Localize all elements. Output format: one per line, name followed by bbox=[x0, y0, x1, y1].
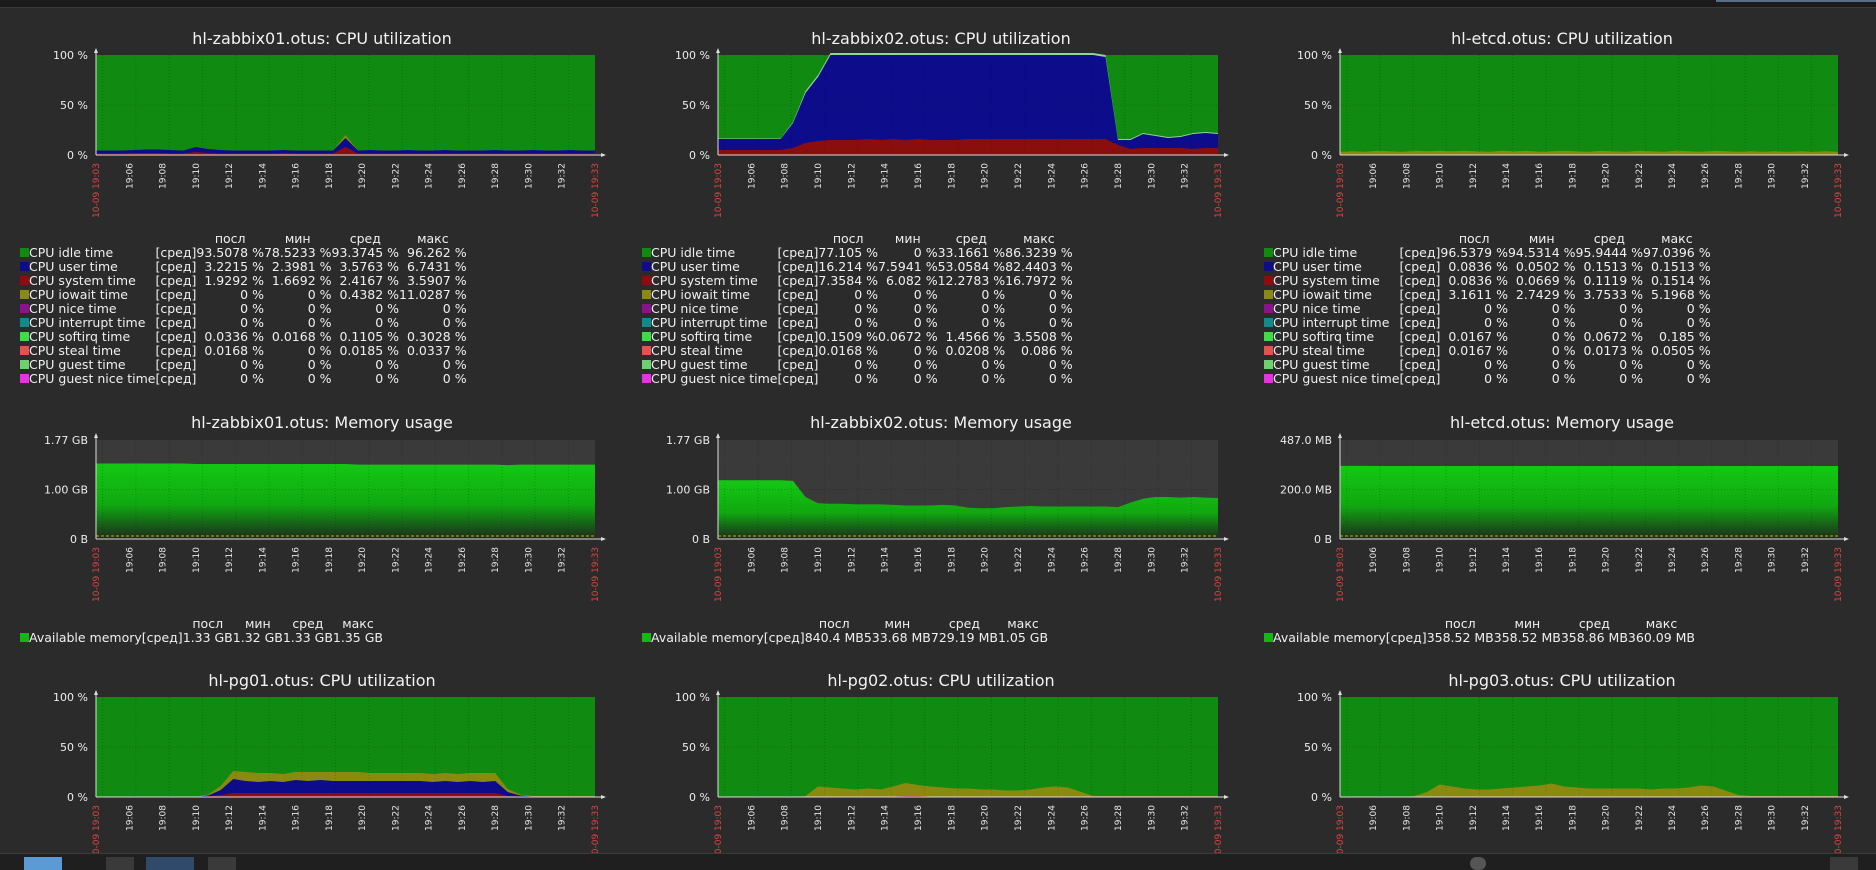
taskbar-app-icon[interactable] bbox=[208, 857, 236, 870]
tray-icon[interactable] bbox=[1470, 857, 1486, 870]
x-tick-label: 19:20 bbox=[1602, 805, 1612, 831]
taskbar bbox=[0, 853, 1876, 870]
x-tick-label: 19:12 bbox=[1469, 805, 1479, 831]
y-tick-label: 100 % bbox=[1297, 691, 1332, 704]
x-tick-label: 19:16 bbox=[1535, 805, 1545, 831]
y-axis-arrow bbox=[1338, 690, 1342, 695]
x-tick-label: 19:22 bbox=[1635, 805, 1645, 831]
tray-clock[interactable] bbox=[1830, 857, 1858, 870]
x-tick-label: 19:26 bbox=[1701, 805, 1711, 831]
x-axis-arrow bbox=[1844, 795, 1849, 799]
x-tick-label: 19:10 bbox=[1436, 805, 1446, 831]
x-tick-label: 19:14 bbox=[1502, 805, 1512, 831]
y-tick-label: 0 % bbox=[1311, 791, 1332, 804]
x-end-label: 10-09 19:33 bbox=[1834, 805, 1844, 860]
x-tick-label: 19:18 bbox=[1568, 805, 1578, 831]
x-start-label: 10-09 19:03 bbox=[1336, 805, 1346, 860]
taskbar-app-icon[interactable] bbox=[106, 857, 134, 870]
y-tick-label: 50 % bbox=[1304, 741, 1332, 754]
x-tick-label: 19:32 bbox=[1801, 805, 1811, 831]
taskbar-start-button[interactable] bbox=[24, 857, 62, 870]
x-tick-label: 19:08 bbox=[1402, 805, 1412, 831]
x-tick-label: 19:06 bbox=[1369, 805, 1379, 831]
taskbar-app-icon[interactable] bbox=[146, 857, 194, 870]
x-tick-label: 19:28 bbox=[1734, 805, 1744, 831]
x-tick-label: 19:24 bbox=[1668, 805, 1678, 831]
x-tick-label: 19:30 bbox=[1768, 805, 1778, 831]
